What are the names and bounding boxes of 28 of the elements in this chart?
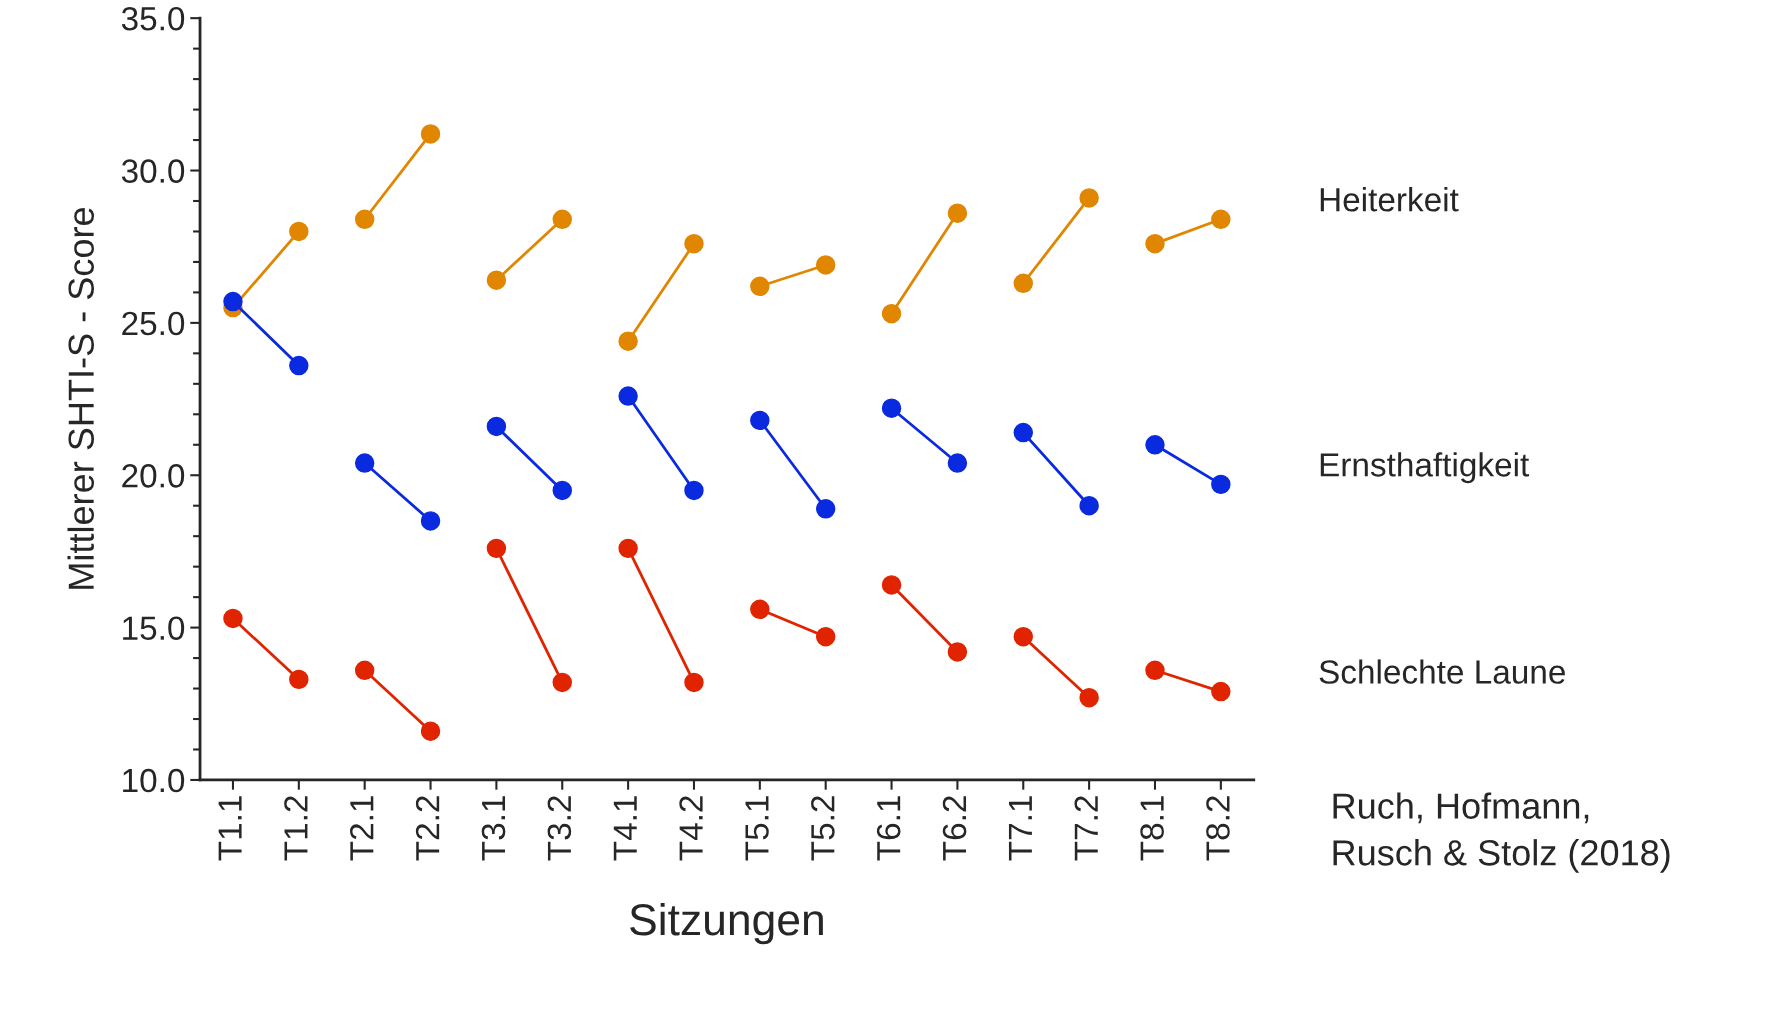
- y-tick-label: 25.0: [122, 311, 185, 336]
- x-tick-label: T2.2: [415, 796, 440, 861]
- x-tick-label: T7.2: [1074, 796, 1098, 861]
- x-tick-label: T6.1: [876, 796, 901, 861]
- y-tick-label: 35.0: [121, 6, 185, 31]
- x-tick-label: T8.2: [1206, 796, 1230, 861]
- x-tick-label: T5.2: [811, 796, 835, 861]
- y-tick-label: 30.0: [121, 159, 185, 183]
- y-tick-label: 10.0: [123, 768, 185, 793]
- x-tick-label: T6.2: [942, 796, 967, 861]
- x-tick-label: T1.2: [284, 796, 308, 861]
- x-tick-label: T4.2: [679, 796, 703, 861]
- x-tick-label: T8.1: [1140, 796, 1164, 861]
- x-tick-label: T4.1: [613, 796, 637, 861]
- text: Ernsthaftigkeit: [1320, 452, 1530, 484]
- x-axis-title: Sitzungen: [630, 902, 823, 945]
- x-tick-label: T3.2: [547, 796, 572, 861]
- text: Schlechte Laune: [1319, 659, 1565, 684]
- text: Heiterkeit: [1320, 187, 1459, 212]
- x-tick-label: T2.1: [350, 796, 374, 861]
- y-tick-label: 15.0: [123, 616, 185, 640]
- x-tick-label: T5.1: [745, 796, 769, 861]
- y-tick-label: 20.0: [122, 464, 185, 488]
- x-tick-label: T1.1: [218, 796, 242, 861]
- text: Ruch, Hofmann, Rusch & Stolz (2018): [1333, 792, 1670, 873]
- x-tick-label: T7.1: [1008, 796, 1032, 861]
- y-axis-title: Mittlerer SHTI-S - Score: [67, 208, 94, 589]
- x-tick-label: T3.1: [481, 796, 506, 861]
